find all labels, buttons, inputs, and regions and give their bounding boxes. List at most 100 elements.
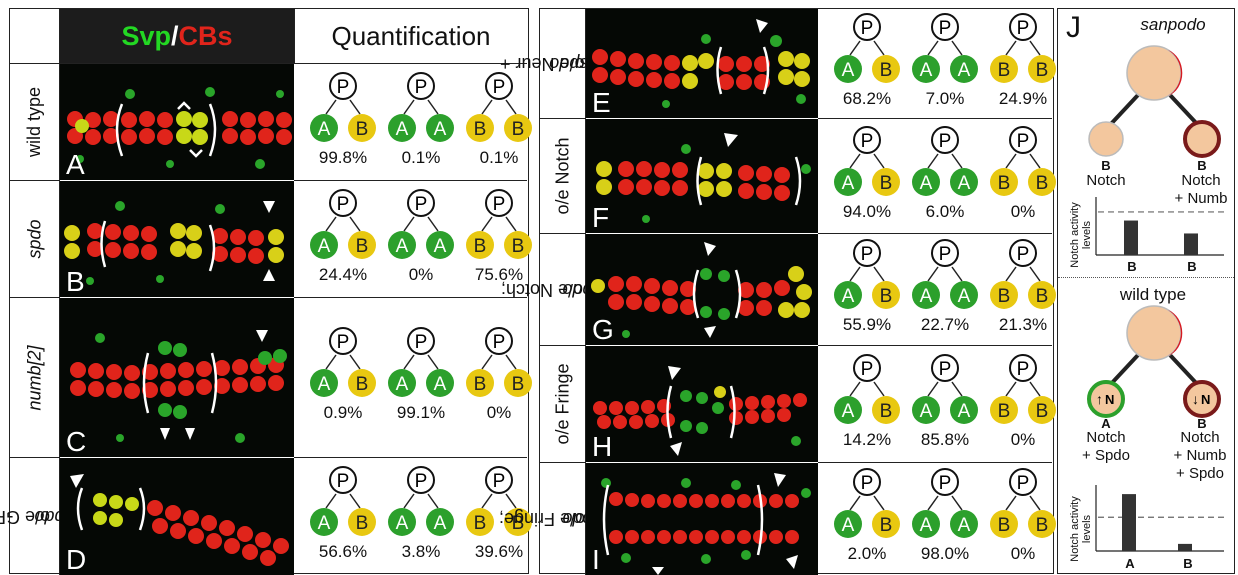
- micrograph-b-image: [64, 201, 284, 285]
- daughter-label-a: A: [434, 513, 447, 534]
- lineage-aa-icon: PA A: [388, 327, 454, 397]
- quant-cell-ab: P A B 0.9%: [306, 325, 380, 433]
- daughter-cell-b: [990, 281, 1018, 309]
- parent-cell-p: [1009, 239, 1037, 267]
- panel-letter-f: F: [592, 202, 610, 233]
- daughter-cell-a: [834, 55, 862, 83]
- daughter-cell-a: [912, 55, 940, 83]
- sanpodo-b2-letter: B: [1197, 158, 1207, 173]
- parent-cell-p: [931, 468, 959, 496]
- wildtype-b-note: Notch + Numb + Spdo: [1173, 429, 1227, 482]
- slash-label: /: [171, 20, 179, 51]
- daughter-cell-b: [1028, 168, 1056, 196]
- micrograph-g-image: [591, 242, 812, 338]
- daughter-cell-b: [990, 510, 1018, 538]
- daughter-cell-a: [950, 281, 978, 309]
- quant-cell-ab: P A B 55.9%: [830, 237, 904, 345]
- quant-cell-aa: P A A 0%: [384, 187, 458, 295]
- percentage-bb: 0%: [1010, 544, 1036, 563]
- daughter-label-b: B: [1036, 286, 1049, 307]
- daughter-cell-b: [872, 168, 900, 196]
- daughter-label-a: A: [434, 236, 447, 257]
- wildtype-bar-2: [1178, 543, 1192, 551]
- parent-cell-p: [407, 466, 435, 494]
- parent-label: P: [861, 18, 874, 39]
- daughter-label-b: B: [356, 236, 369, 257]
- micrograph-panel-b: B: [60, 181, 294, 298]
- percentage-aa: 3.8%: [401, 542, 441, 561]
- quant-row-e: P A B 68.2% P A A 7.0% P B B 24.9%: [818, 9, 1056, 119]
- parent-label: P: [939, 473, 952, 494]
- daughter-cell-b: [990, 396, 1018, 424]
- sanpodo-bar-1: [1124, 220, 1138, 255]
- daughter-cell-b: [872, 281, 900, 309]
- daughter-cell-b: [1028, 281, 1056, 309]
- percentage-bb: 24.9%: [998, 89, 1048, 108]
- percentage-bb: 39.6%: [474, 542, 524, 561]
- daughter-label-a: A: [434, 374, 447, 395]
- parent-label: P: [939, 244, 952, 265]
- lineage-bb-icon: PB B: [466, 189, 532, 259]
- lineage-ab-icon: PA B: [310, 189, 376, 259]
- parent-cell-p: [485, 72, 513, 100]
- lineage-bb-icon: PB B: [466, 327, 532, 397]
- sanpodo-b1-note: Notch: [1086, 172, 1126, 189]
- quant-cell-bb: P B B 0.1%: [462, 70, 536, 178]
- quantification-title: Quantification: [331, 20, 491, 51]
- quant-cell-aa: P A A 0.1%: [384, 70, 458, 178]
- parent-label: P: [415, 194, 428, 215]
- parent-label: P: [493, 194, 506, 215]
- daughter-cell-b: [1028, 55, 1056, 83]
- daughter-cell-a: [310, 231, 338, 259]
- daughter-cell-a: [834, 396, 862, 424]
- daughter-label-a: A: [396, 119, 409, 140]
- daughter-label-b: B: [512, 513, 525, 534]
- section-divider: [1058, 277, 1234, 278]
- panel-letter-h: H: [592, 431, 613, 462]
- row-label-numb2: numb[2]: [10, 298, 60, 458]
- micrograph-panel-h: H: [586, 346, 818, 463]
- lineage-ab-icon: PA B: [310, 72, 376, 142]
- down-arrow-icon: ↓: [1192, 391, 1199, 407]
- daughter-cell-a: [310, 508, 338, 536]
- quant-row-i: P A B 2.0% P A A 98.0% P B B 0%: [818, 463, 1056, 575]
- parent-cell-p: [853, 239, 881, 267]
- percentage-ab: 55.9%: [842, 315, 892, 334]
- lineage-bb-icon: PB B: [990, 126, 1056, 196]
- wildtype-chart-xlabel-2: B: [1183, 556, 1193, 571]
- parent-label: P: [337, 194, 350, 215]
- quant-cell-bb: P B B 39.6%: [462, 464, 536, 572]
- lineage-ab-icon: PA B: [834, 13, 900, 83]
- sanpodo-ylabel: Notch activity levels: [1069, 202, 1093, 268]
- daughter-label-a: A: [318, 513, 331, 534]
- panel-letter-i: I: [592, 544, 600, 575]
- panel-letter-g: G: [592, 314, 614, 345]
- daughter-cell-a: [388, 114, 416, 142]
- lineage-ab-icon: PA B: [310, 466, 376, 536]
- panel-letter-j: J: [1066, 11, 1081, 44]
- sanpodo-b1-letter: B: [1101, 158, 1111, 173]
- daughter-label-a: A: [396, 513, 409, 534]
- daughter-cell-a: [912, 510, 940, 538]
- daughter-label-a: A: [958, 515, 971, 536]
- wildtype-a-letter: A: [1101, 416, 1111, 431]
- quant-cell-ab: P A B 14.2%: [830, 352, 904, 460]
- cbs-label: CBs: [178, 20, 233, 51]
- daughter-label-b: B: [1036, 60, 1049, 81]
- micrograph-panel-d: D: [60, 458, 294, 575]
- parent-label: P: [337, 77, 350, 98]
- quant-cell-ab: P A B 24.4%: [306, 187, 380, 295]
- daughter-label-b: B: [998, 286, 1011, 307]
- quant-cell-bb: P B B 75.6%: [462, 187, 536, 295]
- daughter-cell-a: [950, 396, 978, 424]
- quant-cell-bb: P B B 0%: [986, 466, 1060, 574]
- quant-row-f: P A B 94.0% P A A 6.0% P B B 0%: [818, 119, 1056, 234]
- parent-label: P: [939, 131, 952, 152]
- parent-cell-p: [853, 13, 881, 41]
- lineage-ab-icon: PA B: [834, 239, 900, 309]
- parent-cell-p: [853, 126, 881, 154]
- daughter-label-a: A: [842, 60, 855, 81]
- daughter-cell-b: [504, 369, 532, 397]
- percentage-ab: 68.2%: [842, 89, 892, 108]
- micrograph-a-image: [67, 87, 292, 169]
